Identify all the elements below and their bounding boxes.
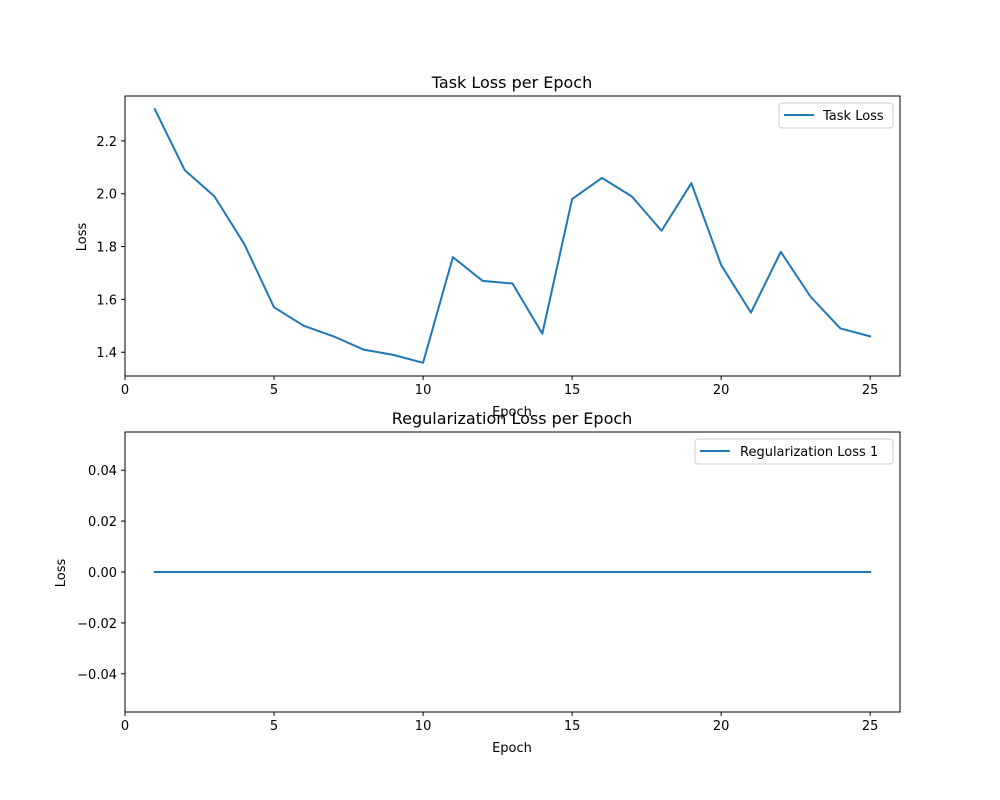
series-line-task-loss: [153, 107, 872, 364]
y-tick-label: 1.8: [96, 241, 117, 256]
x-ticks: 0 5 10 15 20 25: [121, 712, 879, 734]
legend-box: [694, 438, 894, 465]
regularization-loss-chart: Regularization Loss per Epoch 0 5 10 15 20 25…: [54, 409, 901, 756]
x-tick-label: 25: [862, 383, 879, 398]
x-tick-label: 15: [564, 719, 581, 734]
y-tick-label: 2.0: [96, 188, 117, 203]
x-tick-label: 5: [270, 383, 278, 398]
y-tick-label: 0.02: [88, 515, 117, 530]
legend-box: [778, 102, 894, 129]
y-tick-label: −0.04: [77, 668, 117, 683]
x-tick-label: 0: [121, 719, 129, 734]
y-axis-label: Loss: [54, 559, 69, 588]
series-group: [153, 107, 872, 364]
legend: Regularization Loss 1: [694, 438, 894, 465]
x-tick-label: 20: [713, 719, 730, 734]
y-axis-label: Loss: [75, 223, 90, 252]
axes-frame: [124, 95, 901, 377]
legend-label: Task Loss: [822, 109, 884, 124]
x-tick-label: 20: [713, 383, 730, 398]
legend-label: Regularization Loss 1: [740, 445, 878, 460]
x-tick-label: 15: [564, 383, 581, 398]
x-tick-label: 0: [121, 383, 129, 398]
plot-area: 0 5 10 15 20 25 −0.04 −0.02 0.00 0.02 0.04: [77, 431, 901, 734]
chart-title: Task Loss per Epoch: [431, 73, 592, 92]
x-axis-label: Epoch: [492, 741, 532, 756]
x-tick-label: 5: [270, 719, 278, 734]
y-tick-label: 1.4: [96, 346, 117, 361]
y-ticks: 1.4 1.6 1.8 2.0 2.2: [96, 135, 125, 361]
y-tick-label: 0.00: [88, 566, 117, 581]
x-ticks: 0 5 10 15 20 25: [121, 376, 879, 398]
y-tick-label: 2.2: [96, 135, 117, 150]
plot-area: 0 5 10 15 20 25 1.4 1.6 1.8 2.0 2.2: [96, 95, 901, 398]
x-axis-label: Epoch: [492, 405, 532, 420]
x-tick-label: 25: [862, 719, 879, 734]
chart-title: Regularization Loss per Epoch: [392, 409, 633, 428]
y-tick-label: 0.04: [88, 464, 117, 479]
task-loss-chart: Task Loss per Epoch 0 5 10 15 20 25 1.4 1.6 1.8…: [75, 73, 901, 420]
x-tick-label: 10: [415, 719, 432, 734]
x-tick-label: 10: [415, 383, 432, 398]
y-tick-label: 1.6: [96, 293, 117, 308]
y-ticks: −0.04 −0.02 0.00 0.02 0.04: [77, 464, 125, 683]
legend: Task Loss: [778, 102, 894, 129]
y-tick-label: −0.02: [77, 617, 117, 632]
